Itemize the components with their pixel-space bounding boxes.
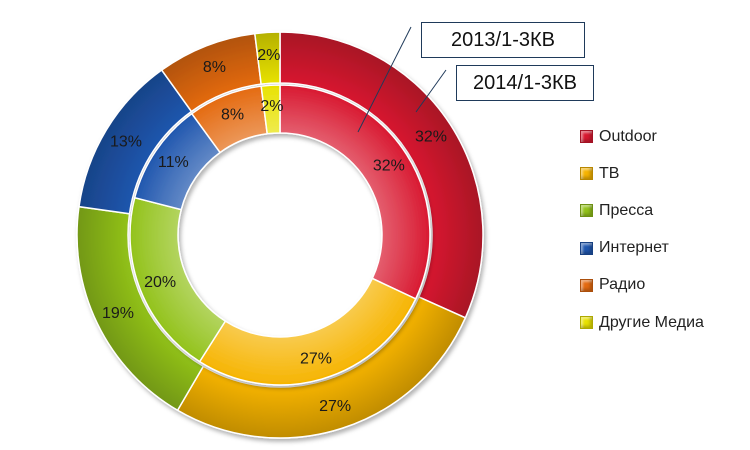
legend-label-other-media: Другие Медиа: [599, 313, 704, 331]
inner-label-radio: 8%: [221, 107, 244, 124]
legend-item-outdoor[interactable]: Outdoor: [580, 118, 704, 155]
inner-label-tv: 27%: [300, 350, 332, 367]
series-callout-outer: 2013/1-3КВ: [421, 22, 585, 58]
legend-item-press[interactable]: Пресса: [580, 192, 704, 229]
outer-label-press: 19%: [102, 305, 134, 322]
slice-labels: 32% 27% 19% 13% 8% 2% 32% 27% 20% 11% 8% 2%: [102, 47, 447, 415]
legend-label-outdoor: Outdoor: [599, 127, 657, 145]
inner-slice-other-media[interactable]: [260, 84, 281, 135]
inner-ring-2014: [129, 84, 431, 386]
legend-item-internet[interactable]: Интернет: [580, 230, 704, 267]
inner-label-outdoor: 32%: [373, 157, 405, 174]
legend-label-internet: Интернет: [599, 239, 669, 257]
legend-label-press: Пресса: [599, 201, 654, 219]
inner-label-other-media: 2%: [260, 98, 283, 115]
legend-swatch-press: [580, 204, 593, 218]
outer-label-tv: 27%: [319, 398, 351, 415]
legend-label-radio: Радио: [599, 276, 646, 294]
chart-legend: Outdoor ТВ Пресса Интернет Радио Другие …: [580, 118, 704, 341]
outer-label-other-media: 2%: [257, 47, 280, 64]
legend-swatch-outdoor: [580, 130, 593, 144]
outer-label-outdoor: 32%: [415, 129, 447, 146]
outer-label-radio: 8%: [203, 59, 226, 76]
outer-label-internet: 13%: [110, 133, 142, 150]
outer-slice-other-media[interactable]: [253, 31, 281, 86]
inner-slice-outdoor[interactable]: [279, 84, 431, 300]
callout-leader-outer: [357, 26, 412, 133]
inner-label-press: 20%: [144, 274, 176, 291]
legend-swatch-internet: [580, 241, 593, 255]
inner-label-internet: 11%: [158, 154, 189, 171]
legend-item-tv[interactable]: ТВ: [580, 155, 704, 192]
legend-item-other-media[interactable]: Другие Медиа: [580, 304, 704, 341]
outer-slice-outdoor[interactable]: [279, 31, 484, 319]
legend-swatch-tv: [580, 167, 593, 181]
legend-swatch-other-media: [580, 316, 593, 330]
legend-label-tv: ТВ: [599, 164, 620, 182]
callout-leader-inner: [415, 69, 447, 113]
legend-swatch-radio: [580, 278, 593, 292]
outer-ring-2013: [76, 31, 484, 439]
series-callout-inner: 2014/1-3КВ: [456, 65, 594, 101]
legend-item-radio[interactable]: Радио: [580, 267, 704, 304]
